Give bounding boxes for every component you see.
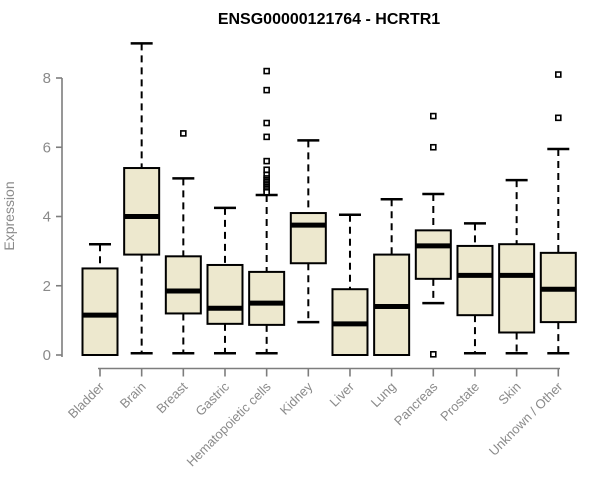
iqr-box: [123, 167, 161, 256]
x-tick-label: Unknown / Other: [486, 379, 566, 459]
box-bladder: [81, 242, 119, 356]
x-tick-label: Gastric: [192, 379, 232, 419]
outlier-point: [430, 112, 437, 120]
x-tick-label: Skin: [495, 379, 523, 407]
outlier-point: [263, 166, 270, 174]
box-kidney: [289, 139, 327, 324]
x-tick-label: Prostate: [437, 379, 482, 424]
outlier-point: [263, 188, 270, 196]
y-axis-label: Expression: [1, 181, 17, 250]
box-brain: [123, 42, 161, 355]
box-lung: [373, 197, 411, 356]
x-tick-label: Lung: [368, 379, 399, 410]
iqr-box: [414, 229, 452, 280]
y-tick-label: 4: [43, 209, 51, 226]
outlier-point: [430, 143, 437, 151]
outlier-point: [263, 133, 270, 141]
outlier-point: [430, 351, 437, 358]
x-tick-label: Breast: [153, 379, 190, 416]
box-gastric: [206, 206, 244, 355]
box-breast: [164, 130, 202, 355]
y-tick-label: 2: [43, 278, 51, 295]
y-tick-label: 6: [43, 139, 51, 156]
outlier-point: [263, 67, 270, 75]
y-axis: 0 2 4 6 8: [43, 70, 63, 364]
outlier-point: [263, 119, 270, 127]
outlier-point: [554, 71, 562, 78]
box-hematopoietic-cells: [248, 67, 286, 355]
x-tick-label: Kidney: [277, 379, 316, 418]
y-tick-label: 0: [43, 347, 51, 364]
x-tick-label: Brain: [117, 379, 149, 411]
box-group: [81, 42, 577, 358]
outlier-point: [180, 130, 187, 137]
outlier-point: [263, 157, 270, 165]
x-tick-label: Liver: [327, 379, 358, 410]
outlier-point: [554, 114, 562, 122]
iqr-box: [456, 244, 494, 317]
iqr-box: [81, 267, 119, 356]
box-unknown-other: [539, 71, 577, 355]
x-tick-label: Pancreas: [391, 379, 441, 429]
box-liver: [331, 213, 369, 356]
iqr-box: [248, 270, 286, 326]
x-tick-label: Bladder: [65, 379, 108, 422]
box-prostate: [456, 222, 494, 355]
iqr-box: [206, 263, 244, 325]
y-tick-label: 8: [43, 70, 51, 87]
iqr-box: [289, 212, 327, 265]
iqr-box: [164, 255, 202, 315]
box-skin: [498, 178, 536, 355]
chart-title: ENSG00000121764 - HCRTR1: [218, 11, 440, 28]
iqr-box: [498, 243, 536, 334]
outlier-point: [263, 86, 270, 94]
box-pancreas: [414, 112, 452, 358]
